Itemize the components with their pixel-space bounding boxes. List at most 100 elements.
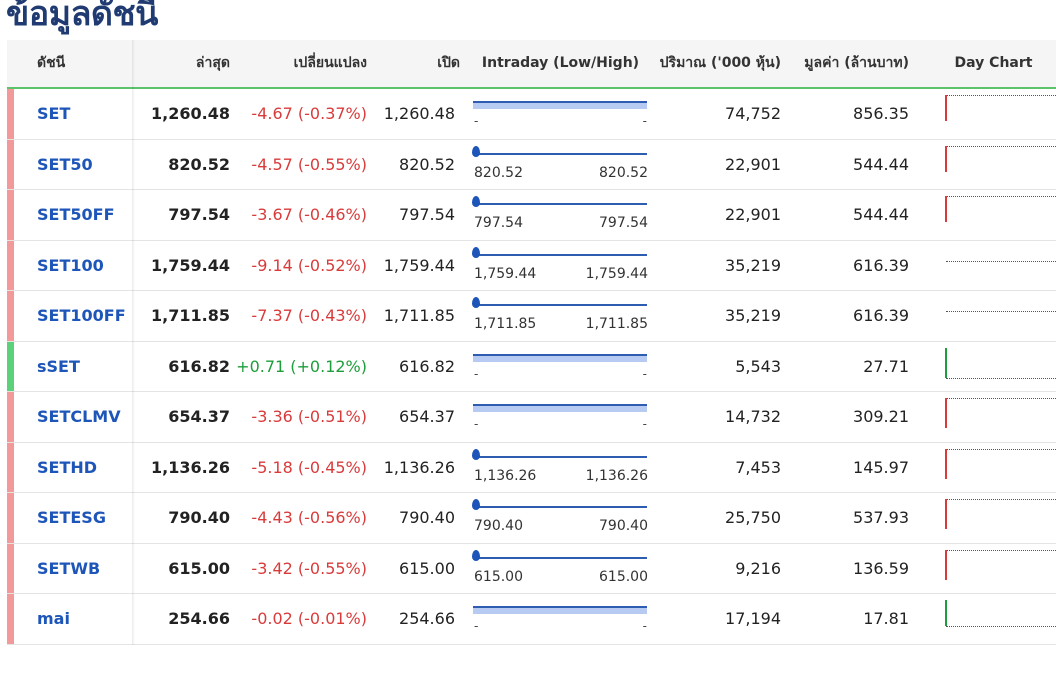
day-chart-line [945, 600, 947, 626]
day-chart-baseline [946, 260, 1056, 262]
day-chart-line [945, 398, 947, 428]
day-chart[interactable] [943, 392, 1056, 442]
day-chart[interactable] [943, 493, 1056, 543]
last-price: 615.00 [168, 558, 230, 578]
open-price: 1,260.48 [383, 104, 455, 124]
index-table: ดัชนี ล่าสุด เปลี่ยนแปลง เปิด Intraday (… [7, 40, 1056, 645]
index-symbol-link[interactable]: sSET [37, 356, 80, 376]
volume-value: 22,901 [725, 154, 781, 174]
intraday-range: 820.52 820.52 [472, 140, 648, 190]
intraday-range-line [475, 506, 647, 508]
trend-indicator-bar [7, 594, 14, 644]
open-price: 1,711.85 [383, 306, 455, 326]
intraday-range: 1,136.26 1,136.26 [472, 443, 648, 493]
volume-value: 25,750 [725, 508, 781, 528]
day-chart-baseline [946, 196, 1056, 197]
intraday-low: 790.40 [474, 518, 523, 534]
open-price: 1,136.26 [383, 457, 455, 477]
last-price: 820.52 [168, 154, 230, 174]
header-intraday[interactable]: Intraday (Low/High) [481, 55, 640, 71]
trend-indicator-bar [7, 493, 14, 543]
change-value: -0.02 (-0.01%) [251, 609, 367, 629]
trade-value: 856.35 [853, 104, 909, 124]
header-value[interactable]: มูลค่า (ล้านบาท) [804, 55, 909, 71]
trend-indicator-bar [7, 341, 14, 391]
volume-value: 35,219 [725, 306, 781, 326]
day-chart-line [945, 448, 947, 479]
index-symbol-link[interactable]: SETWB [37, 558, 101, 578]
index-symbol-link[interactable]: SET50FF [37, 205, 115, 225]
index-symbol-link[interactable]: SET100 [37, 255, 104, 275]
intraday-range-line [475, 203, 647, 205]
intraday-range-bar [473, 101, 647, 109]
trend-indicator-bar [7, 392, 14, 442]
index-symbol-link[interactable]: mai [37, 609, 70, 629]
intraday-high: - [642, 619, 647, 633]
index-symbol-link[interactable]: SET50 [37, 154, 93, 174]
last-price: 1,711.85 [151, 306, 230, 326]
header-open[interactable]: เปิด [437, 55, 460, 71]
intraday-low: 1,711.85 [474, 316, 537, 332]
day-chart[interactable] [943, 342, 1056, 392]
intraday-high: - [642, 417, 647, 431]
trend-indicator-bar [7, 89, 14, 139]
day-chart-baseline [946, 499, 1056, 500]
intraday-range: -- [473, 392, 648, 442]
intraday-low: 820.52 [474, 164, 523, 181]
header-volume[interactable]: ปริมาณ ('000 หุ้น) [659, 55, 781, 71]
intraday-high: 790.40 [599, 518, 648, 534]
index-symbol-link[interactable]: SETESG [37, 508, 106, 528]
day-chart-line [945, 549, 947, 580]
day-chart[interactable] [943, 190, 1056, 240]
day-chart-line [945, 347, 947, 378]
day-chart-line [945, 196, 947, 222]
day-chart-baseline [946, 448, 1056, 450]
last-price: 1,260.48 [151, 104, 230, 124]
index-symbol-link[interactable]: SETCLMV [37, 407, 121, 427]
trade-value: 309.21 [853, 407, 909, 427]
intraday-range-line [475, 455, 647, 458]
last-price: 1,759.44 [151, 255, 230, 275]
day-chart-baseline [946, 377, 1056, 379]
index-symbol-link[interactable]: SETHD [37, 457, 98, 477]
trend-indicator-bar [7, 543, 14, 593]
intraday-high: 797.54 [599, 215, 648, 231]
table-row: SETESG 790.40 -4.43 (-0.56%) 790.40 790.40 79… [7, 493, 1056, 544]
trend-indicator-bar [7, 240, 14, 290]
intraday-range-bar [473, 404, 647, 412]
header-last[interactable]: ล่าสุด [195, 55, 230, 71]
header-index[interactable]: ดัชนี [37, 55, 66, 71]
day-chart[interactable] [943, 594, 1056, 644]
change-value: -3.36 (-0.51%) [251, 407, 367, 427]
open-price: 797.54 [399, 205, 455, 225]
day-chart[interactable] [943, 291, 1056, 341]
header-change[interactable]: เปลี่ยนแปลง [293, 55, 367, 71]
day-chart[interactable] [943, 544, 1056, 594]
day-chart-baseline [946, 311, 1056, 312]
intraday-high: - [642, 114, 647, 128]
intraday-range: 790.40 790.40 [472, 493, 648, 543]
trade-value: 544.44 [853, 205, 909, 225]
intraday-range-line [475, 152, 647, 155]
intraday-high: 1,136.26 [585, 467, 648, 484]
day-chart[interactable] [943, 89, 1056, 139]
intraday-low: 797.54 [474, 215, 523, 231]
open-price: 820.52 [399, 154, 455, 174]
trade-value: 537.93 [853, 508, 909, 528]
day-chart[interactable] [943, 140, 1056, 190]
day-chart[interactable] [943, 241, 1056, 291]
intraday-range: 615.00 615.00 [472, 544, 648, 594]
volume-value: 14,732 [725, 407, 781, 427]
change-value: -4.67 (-0.37%) [251, 104, 367, 124]
index-symbol-link[interactable]: SET [37, 104, 71, 124]
intraday-range: -- [473, 89, 648, 139]
index-symbol-link[interactable]: SET100FF [37, 306, 126, 326]
intraday-marker-icon [472, 448, 480, 460]
table-row: SETHD 1,136.26 -5.18 (-0.45%) 1,136.26 1,136… [7, 442, 1056, 493]
day-chart[interactable] [943, 443, 1056, 493]
open-price: 790.40 [399, 508, 455, 528]
last-price: 616.82 [168, 356, 230, 376]
change-value: -5.18 (-0.45%) [251, 457, 367, 477]
table-row: SET100FF 1,711.85 -7.37 (-0.43%) 1,711.85 1,… [7, 291, 1056, 342]
table-header: ดัชนี ล่าสุด เปลี่ยนแปลง เปิด Intraday (… [7, 40, 1056, 89]
